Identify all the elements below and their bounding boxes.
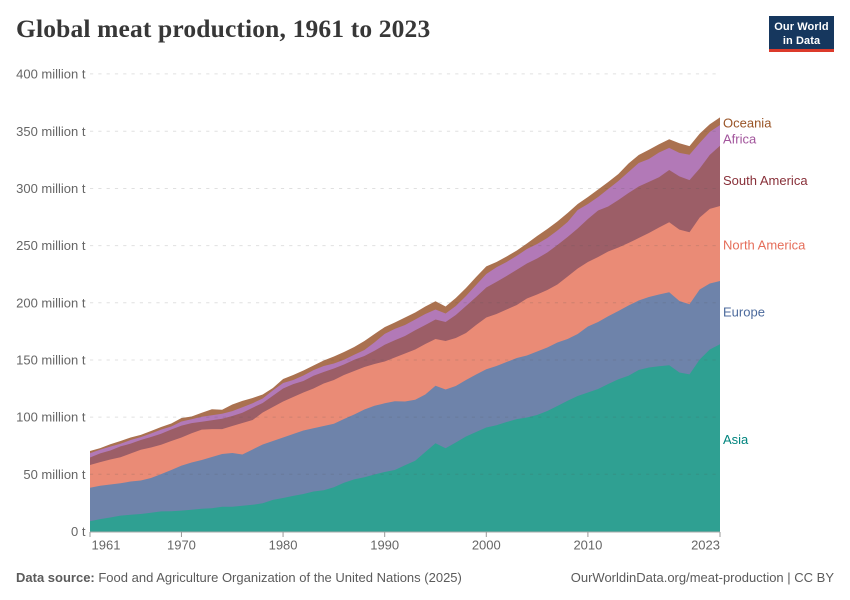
svg-text:2000: 2000 — [472, 538, 501, 553]
svg-text:1990: 1990 — [370, 538, 399, 553]
svg-text:Europe: Europe — [723, 305, 765, 320]
svg-text:1980: 1980 — [269, 538, 298, 553]
svg-text:50 million t: 50 million t — [23, 467, 86, 482]
svg-text:2023: 2023 — [691, 538, 720, 553]
svg-text:350 million t: 350 million t — [16, 124, 86, 139]
svg-text:0 t: 0 t — [71, 524, 86, 539]
svg-text:250 million t: 250 million t — [16, 238, 86, 253]
svg-text:150 million t: 150 million t — [16, 353, 86, 368]
svg-text:Asia: Asia — [723, 432, 749, 447]
svg-text:Oceania: Oceania — [723, 116, 772, 131]
svg-text:300 million t: 300 million t — [16, 181, 86, 196]
svg-text:100 million t: 100 million t — [16, 410, 86, 425]
svg-text:400 million t: 400 million t — [16, 66, 86, 81]
svg-text:2010: 2010 — [573, 538, 602, 553]
svg-text:South America: South America — [723, 173, 808, 188]
svg-text:North America: North America — [723, 238, 806, 253]
svg-text:200 million t: 200 million t — [16, 295, 86, 310]
svg-text:1961: 1961 — [92, 538, 121, 553]
svg-text:Africa: Africa — [723, 132, 757, 147]
svg-text:1970: 1970 — [167, 538, 196, 553]
